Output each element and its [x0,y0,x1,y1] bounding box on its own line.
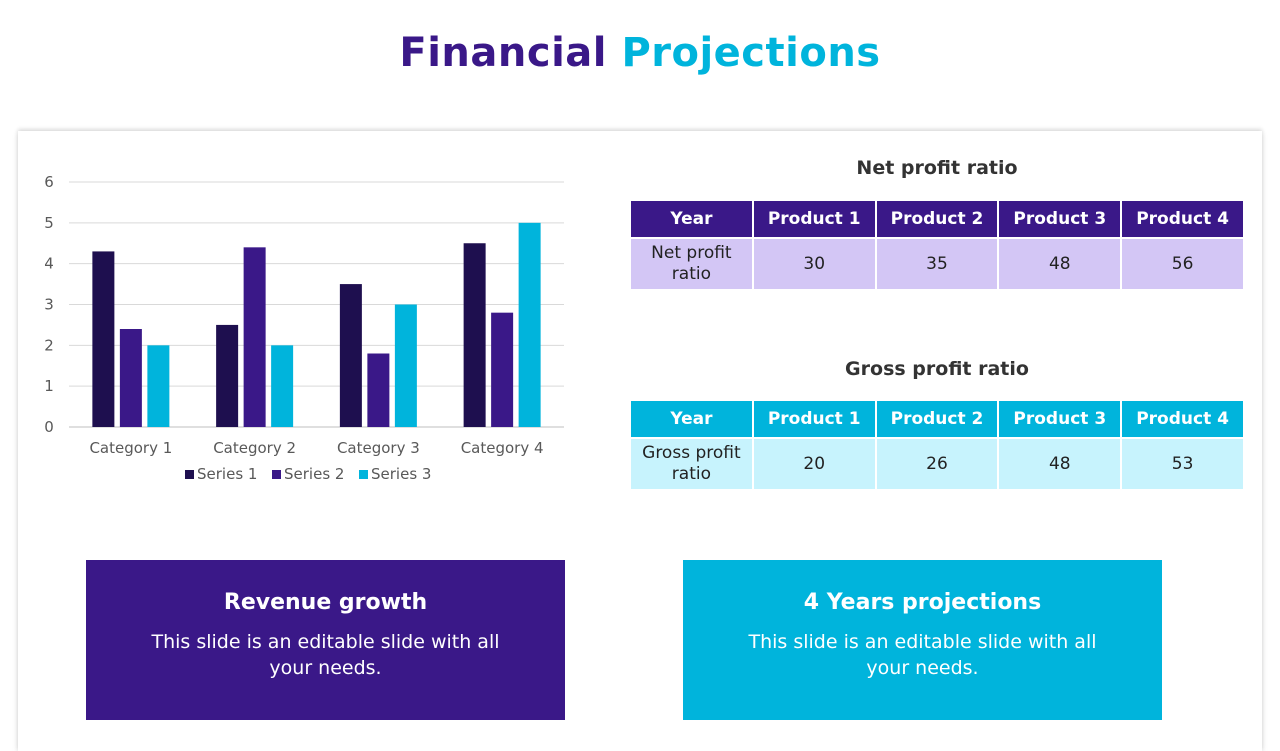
x-tick-label: Category 1 [89,439,172,457]
bar-chart: 0 1 2 3 4 5 6 Category 1 Category 2 Category 3 Cat… [44,173,564,483]
row-label: Gross profit ratio [629,437,754,491]
page-title: Financial Projections [0,30,1280,76]
legend-label: Series 3 [371,465,431,483]
header-cell: Product 3 [997,199,1123,239]
box-title: 4 Years projections [803,590,1042,615]
table-row: Gross profit ratio 20 26 48 53 [629,437,1245,491]
y-tick-label: 4 [44,255,54,273]
box-title: Revenue growth [223,590,428,615]
bar [339,284,362,427]
table-cell: 48 [997,437,1123,491]
box-text: This slide is an editable slide with all… [151,631,500,679]
projections-box: 4 Years projections This slide is an edi… [683,560,1162,720]
gross-profit-table: Year Product 1 Product 2 Product 3 Produ… [629,399,1245,491]
title-part-2: Projections [621,30,881,76]
table-cell: 35 [874,237,1000,291]
legend-label: Series 2 [284,465,344,483]
table-cell: 30 [751,237,877,291]
bar [367,353,390,427]
box-text: This slide is an editable slide with all… [748,631,1097,679]
net-profit-table: Year Product 1 Product 2 Product 3 Produ… [629,199,1245,291]
y-tick-label: 3 [44,296,54,314]
header-cell: Product 4 [1120,199,1245,239]
revenue-growth-box: Revenue growth This slide is an editable… [86,560,565,720]
bar [518,222,541,427]
bar [463,243,486,427]
bar [147,345,170,427]
header-cell: Year [629,399,754,439]
bar [394,304,417,427]
x-tick-label: Category 4 [461,439,544,457]
legend-swatch [359,470,368,479]
bar [216,324,239,427]
table-header-row: Year Product 1 Product 2 Product 3 Produ… [629,199,1245,239]
table-cell: 26 [874,437,1000,491]
y-tick-label: 0 [44,418,54,436]
x-tick-label: Category 2 [213,439,296,457]
legend-swatch [272,470,281,479]
y-tick-label: 1 [44,377,54,395]
y-tick-label: 6 [44,173,54,191]
table-cell: 56 [1120,237,1245,291]
bar [491,312,514,427]
y-tick-label: 2 [44,336,54,354]
table-cell: 20 [751,437,877,491]
header-cell: Product 2 [874,199,1000,239]
row-label: Net profit ratio [629,237,754,291]
table-cell: 48 [997,237,1123,291]
bar [271,345,294,427]
x-tick-label: Category 3 [337,439,420,457]
header-cell: Product 1 [751,199,877,239]
title-part-1: Financial [399,30,607,76]
net-profit-title: Net profit ratio [856,157,1018,179]
header-cell: Product 1 [751,399,877,439]
header-cell: Product 3 [997,399,1123,439]
header-cell: Year [629,199,754,239]
bar [243,247,266,427]
y-tick-label: 5 [44,214,54,232]
header-cell: Product 4 [1120,399,1245,439]
legend-swatch [185,470,194,479]
gross-profit-title: Gross profit ratio [845,358,1029,380]
legend-label: Series 1 [197,465,257,483]
header-cell: Product 2 [874,399,1000,439]
table-header-row: Year Product 1 Product 2 Product 3 Produ… [629,399,1245,439]
bar [119,329,142,427]
bar [92,251,115,427]
table-row: Net profit ratio 30 35 48 56 [629,237,1245,291]
table-cell: 53 [1120,437,1245,491]
